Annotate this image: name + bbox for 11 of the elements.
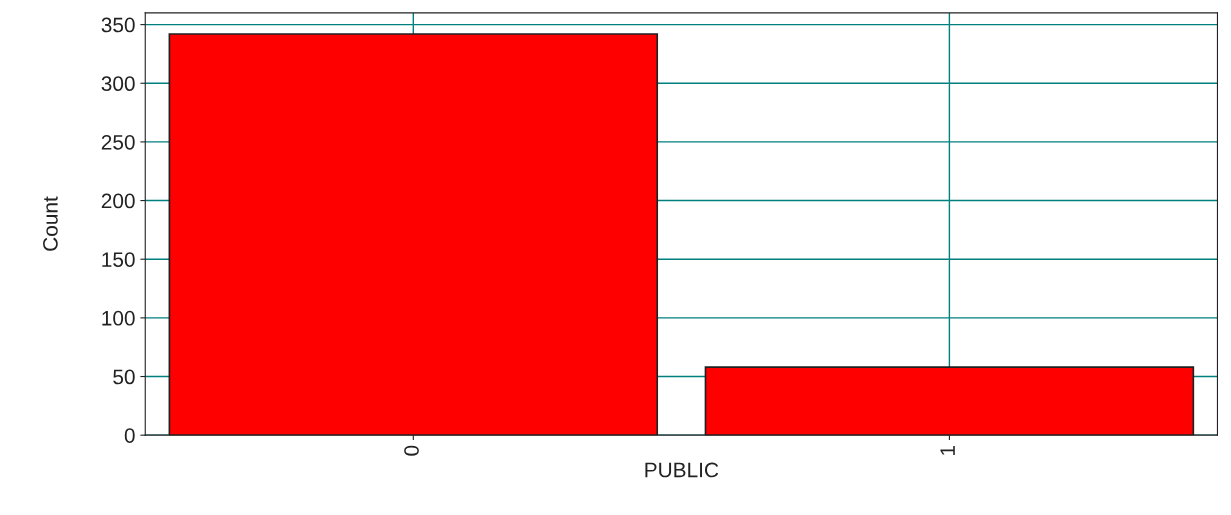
y-axis-title: Count [43, 196, 58, 251]
y-tick-label: 0 [124, 428, 135, 443]
x-axis-title: PUBLIC [645, 462, 719, 478]
y-tick-label: 200 [101, 193, 135, 209]
y-tick-label: 250 [101, 134, 135, 150]
y-tick-label: 150 [102, 252, 135, 267]
y-tick-label: 50 [113, 369, 135, 385]
y-tick-label: 300 [101, 76, 135, 92]
y-tick-label: 100 [102, 310, 135, 326]
x-tick-label: 1 [940, 445, 955, 455]
y-tick-label: 350 [101, 17, 135, 33]
